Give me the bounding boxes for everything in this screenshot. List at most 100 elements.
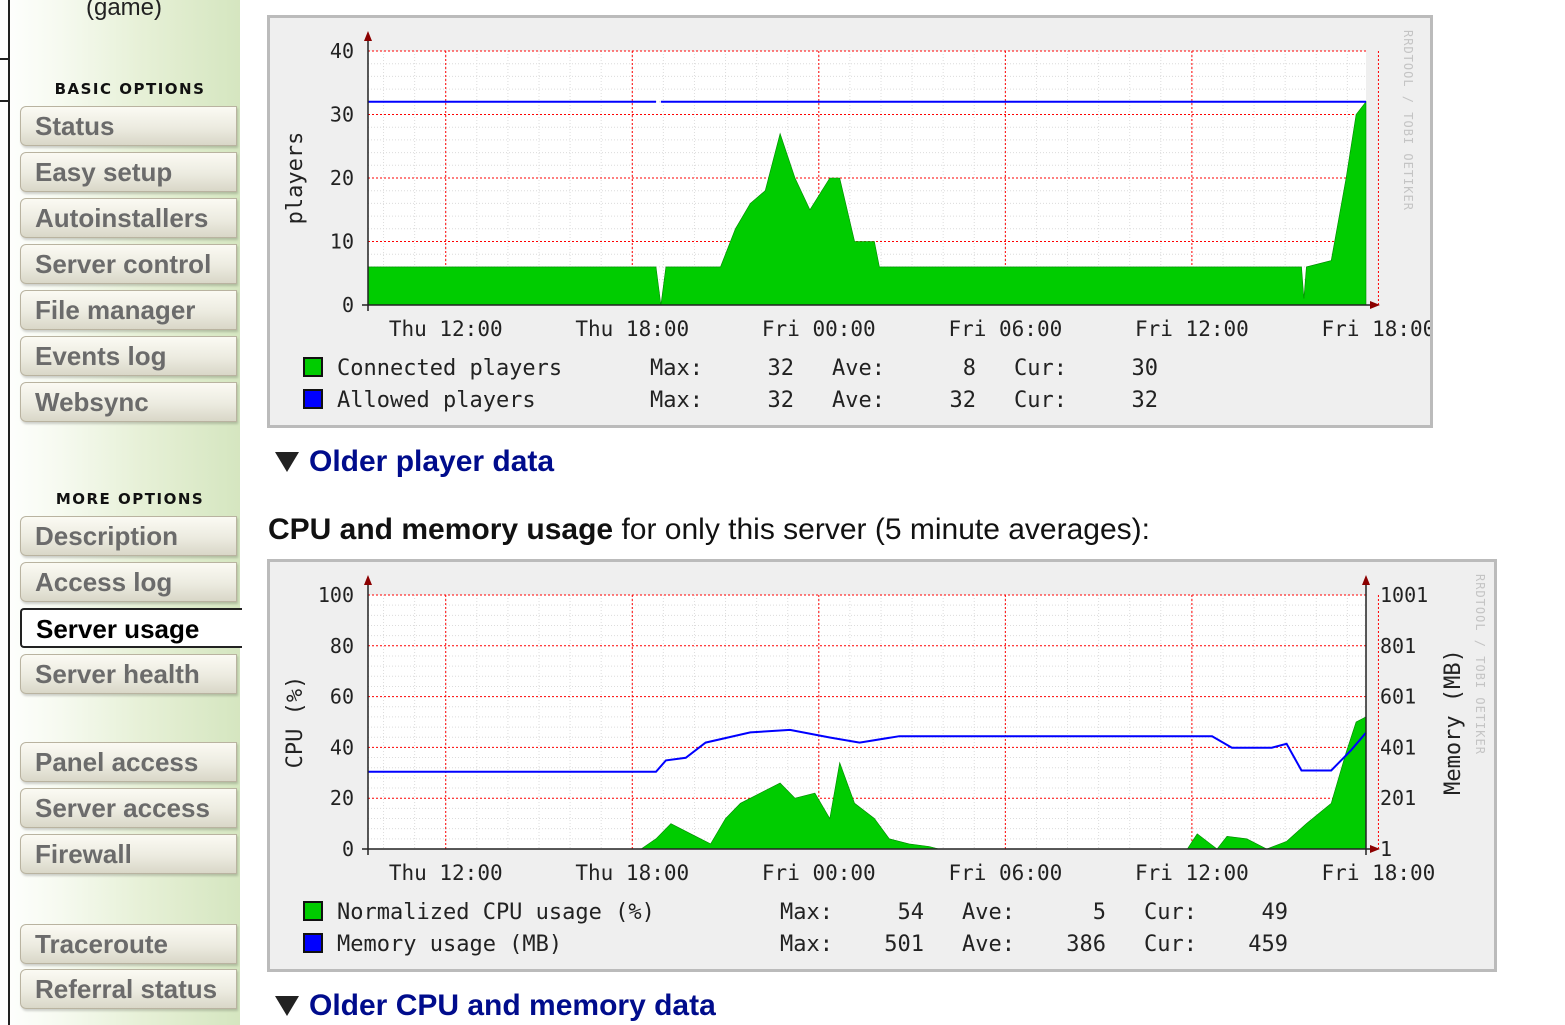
x-tick-label: Fri 00:00 <box>762 317 876 341</box>
legend-max-label: Max: <box>780 900 833 925</box>
legend-cur-value: 49 <box>1262 900 1289 925</box>
sidebar-item-label: Easy setup <box>35 157 173 187</box>
legend-cur-value: 32 <box>1132 388 1159 413</box>
legend-ave-value: 8 <box>963 356 976 381</box>
legend-ave-value: 32 <box>950 388 977 413</box>
sidebar-item-label: Traceroute <box>35 929 168 959</box>
legend-swatch <box>303 389 323 409</box>
legend-cur-value: 459 <box>1248 932 1288 957</box>
sidebar: (game) BASIC OPTIONS Status Easy setup Aut… <box>0 0 242 1025</box>
sidebar-item-description[interactable]: Description <box>20 516 237 556</box>
legend-max-label: Max: <box>650 356 703 381</box>
sidebar-item-label: Server access <box>35 793 210 823</box>
sidebar-item-server-usage[interactable]: Server usage <box>20 608 242 648</box>
sidebar-item-label: Server control <box>35 249 212 279</box>
cpu-memory-heading: CPU and memory usage for only this serve… <box>268 513 1150 547</box>
legend-max-value: 32 <box>768 356 795 381</box>
sidebar-edge <box>0 0 10 1025</box>
y-tick-label-right: 201 <box>1380 786 1416 810</box>
sidebar-item-firewall[interactable]: Firewall <box>20 834 237 874</box>
series-area-normalized-cpu-usage <box>368 716 1367 850</box>
y-tick-label: 60 <box>330 685 354 709</box>
sidebar-item-referral-status[interactable]: Referral status <box>20 969 237 1009</box>
legend-ave-label: Ave: <box>962 932 1015 957</box>
legend-series-name: Normalized CPU usage (%) <box>337 900 655 925</box>
y-tick-label: 0 <box>342 837 354 861</box>
older-cpu-memory-data-link[interactable]: Older CPU and memory data <box>309 989 716 1022</box>
sidebar-item-label: Status <box>35 111 115 141</box>
y-tick-label-right: 801 <box>1380 634 1416 658</box>
sidebar-item-label: File manager <box>35 295 196 325</box>
legend-series-name: Allowed players <box>337 388 536 413</box>
y-tick-label-right: 1001 <box>1380 583 1428 607</box>
sidebar-item-label: Referral status <box>35 974 218 1004</box>
y-tick-label-right: 1 <box>1380 837 1392 861</box>
more-options-title: MORE OPTIONS <box>55 490 205 508</box>
sidebar-item-autoinstallers[interactable]: Autoinstallers <box>20 198 237 238</box>
sidebar-item-label: Firewall <box>35 839 132 869</box>
sidebar-item-label: Panel access <box>35 747 199 777</box>
y-tick-label: 30 <box>330 103 354 127</box>
legend-max-label: Max: <box>780 932 833 957</box>
sidebar-separator <box>0 58 8 60</box>
legend-ave-label: Ave: <box>962 900 1015 925</box>
legend-swatch <box>303 357 323 377</box>
cpu-memory-graph: 100 80 60 40 20 0 1001 801 601 401 201 1 Thu 12:00 Th… <box>267 559 1497 972</box>
sidebar-item-websync[interactable]: Websync <box>20 382 237 422</box>
y-axis-right-arrow-icon <box>1362 575 1370 585</box>
sidebar-item-label: Server usage <box>36 614 200 644</box>
players-graph: 40 30 20 10 0 Thu 12:00 Thu 18:00 Fri 00:00 Fri … <box>267 15 1433 428</box>
y-axis-label: CPU (%) <box>283 676 308 769</box>
sidebar-item-server-health[interactable]: Server health <box>20 654 237 694</box>
y-tick-label-right: 401 <box>1380 735 1416 759</box>
series-line-memory-usage-mb <box>368 728 1367 773</box>
sidebar-item-file-manager[interactable]: File manager <box>20 290 237 330</box>
legend-ave-value: 386 <box>1066 932 1106 957</box>
legend-max-value: 32 <box>768 388 795 413</box>
sidebar-item-access-log[interactable]: Access log <box>20 562 237 602</box>
older-player-data-link[interactable]: Older player data <box>309 445 555 478</box>
sidebar-item-status[interactable]: Status <box>20 106 237 146</box>
y-axis-label-right: Memory (MB) <box>1441 649 1466 795</box>
y-axis-label: players <box>283 132 308 225</box>
x-tick-label: Thu 18:00 <box>575 861 689 885</box>
x-tick-label: Thu 12:00 <box>389 317 503 341</box>
cpu-heading-bold: CPU and memory usage <box>268 513 614 546</box>
sidebar-item-label: Access log <box>35 567 173 597</box>
sidebar-item-label: Events log <box>35 341 167 371</box>
legend-max-value: 54 <box>898 900 925 925</box>
rrdtool-watermark: RRDTOOL / TOBI OETIKER <box>1401 30 1415 211</box>
sidebar-item-easy-setup[interactable]: Easy setup <box>20 152 237 192</box>
cpu-memory-chart: 100 80 60 40 20 0 1001 801 601 401 201 1 Thu 12:00 Th… <box>283 574 1487 957</box>
legend-cur-label: Cur: <box>1144 932 1197 957</box>
x-axis-arrow-icon <box>1370 301 1380 309</box>
x-tick-label: Fri 18:00 <box>1322 317 1430 341</box>
legend-ave-value: 5 <box>1093 900 1106 925</box>
sidebar-item-server-access[interactable]: Server access <box>20 788 237 828</box>
x-tick-label: Thu 18:00 <box>575 317 689 341</box>
sidebar-item-traceroute[interactable]: Traceroute <box>20 924 237 964</box>
x-axis-arrow-icon <box>1370 845 1380 853</box>
y-tick-label: 20 <box>330 166 354 190</box>
x-tick-label: Fri 18:00 <box>1322 861 1436 885</box>
legend-swatch <box>303 933 323 953</box>
expand-triangle-icon[interactable] <box>275 996 299 1016</box>
sidebar-item-events-log[interactable]: Events log <box>20 336 237 376</box>
expand-triangle-icon[interactable] <box>275 452 299 472</box>
legend-cur-value: 30 <box>1132 356 1159 381</box>
sidebar-item-label: Autoinstallers <box>35 203 209 233</box>
game-caption: (game) <box>85 0 163 21</box>
x-tick-label: Thu 12:00 <box>389 861 503 885</box>
y-tick-label: 40 <box>330 735 354 759</box>
legend-cur-label: Cur: <box>1014 356 1067 381</box>
rrdtool-watermark: RRDTOOL / TOBI OETIKER <box>1473 574 1487 755</box>
sidebar-item-label: Description <box>35 521 179 551</box>
sidebar-item-server-control[interactable]: Server control <box>20 244 237 284</box>
sidebar-item-panel-access[interactable]: Panel access <box>20 742 237 782</box>
y-tick-label: 20 <box>330 786 354 810</box>
legend-ave-label: Ave: <box>832 388 885 413</box>
legend-max-label: Max: <box>650 388 703 413</box>
y-tick-label: 80 <box>330 634 354 658</box>
legend-cur-label: Cur: <box>1014 388 1067 413</box>
y-axis-arrow-icon <box>364 575 372 585</box>
